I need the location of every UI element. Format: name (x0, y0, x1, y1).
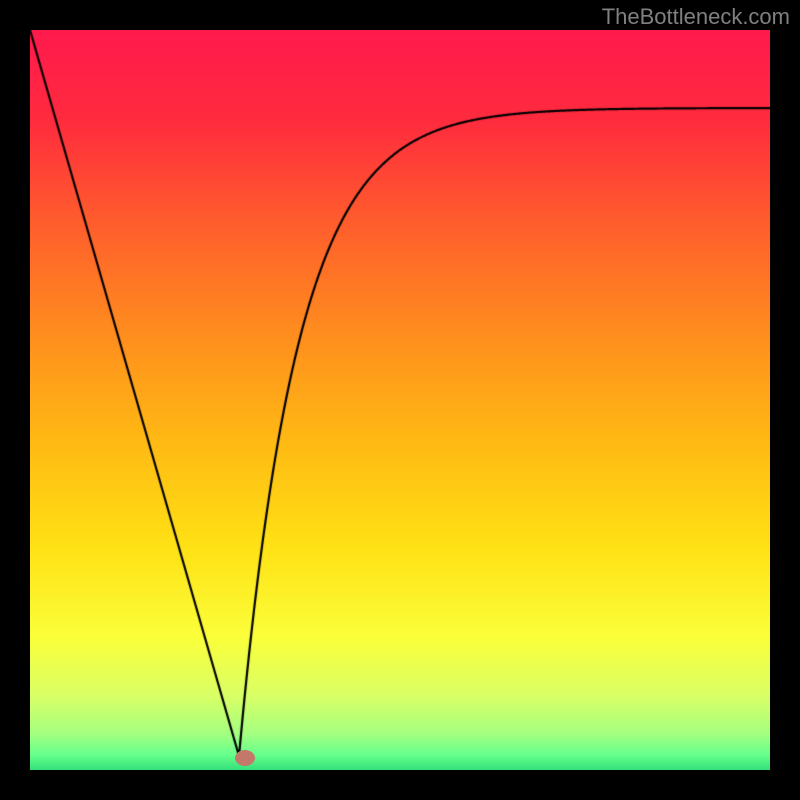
watermark-text: TheBottleneck.com (602, 4, 790, 30)
minimum-marker (235, 750, 255, 766)
bottleneck-curve (0, 0, 800, 800)
chart-container: TheBottleneck.com (0, 0, 800, 800)
